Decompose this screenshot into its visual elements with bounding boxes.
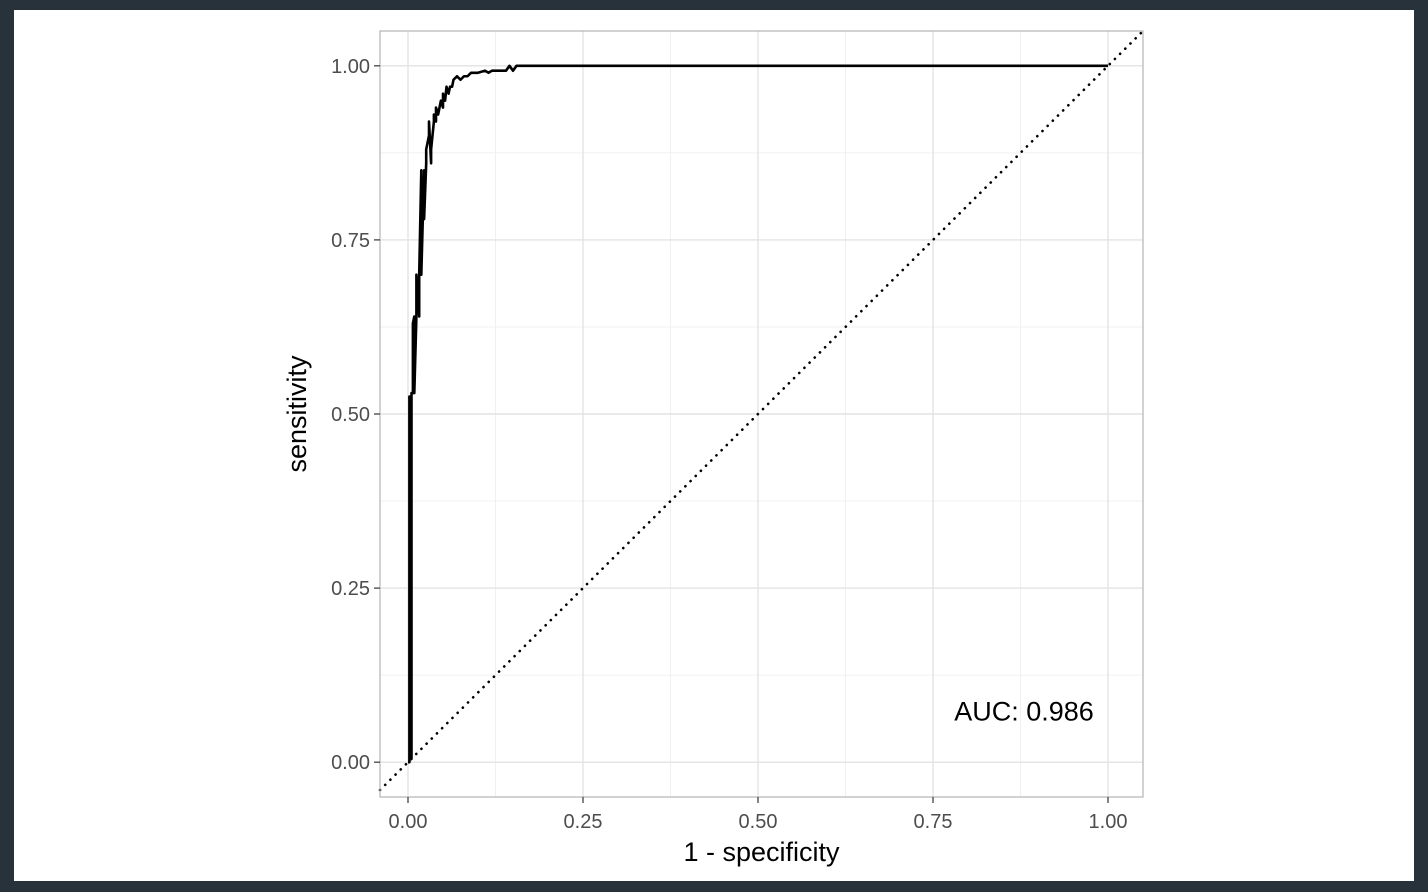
x-tick-label: 0.50: [739, 811, 778, 833]
x-tick-label: 0.00: [389, 811, 428, 833]
y-axis-ticks: 0.00 0.25 0.50 0.75 1.00: [331, 56, 380, 774]
y-tick-label: 1.00: [331, 56, 370, 78]
x-tick-label: 0.25: [564, 811, 603, 833]
x-axis-ticks: 0.00 0.25 0.50 0.75 1.00: [389, 797, 1128, 833]
roc-curve: [408, 64, 1108, 764]
y-axis-title: sensitivity: [282, 355, 312, 473]
roc-chart: 0.00 0.25 0.50 0.75 1.00 0.00 0.25 0.50 0.75 1.0…: [282, 29, 1145, 867]
y-tick-label: 0.25: [331, 578, 370, 600]
y-tick-label: 0.75: [331, 230, 370, 252]
x-axis-title: 1 - specificity: [683, 837, 840, 867]
chart-frame: 0.00 0.25 0.50 0.75 1.00 0.00 0.25 0.50 0.75 1.0…: [14, 10, 1414, 881]
x-tick-label: 0.75: [914, 811, 953, 833]
y-tick-label: 0.50: [331, 404, 370, 426]
y-tick-label: 0.00: [331, 752, 370, 774]
auc-annotation: AUC: 0.986: [954, 696, 1094, 726]
reference-diagonal: [378, 29, 1145, 792]
x-tick-label: 1.00: [1089, 811, 1128, 833]
